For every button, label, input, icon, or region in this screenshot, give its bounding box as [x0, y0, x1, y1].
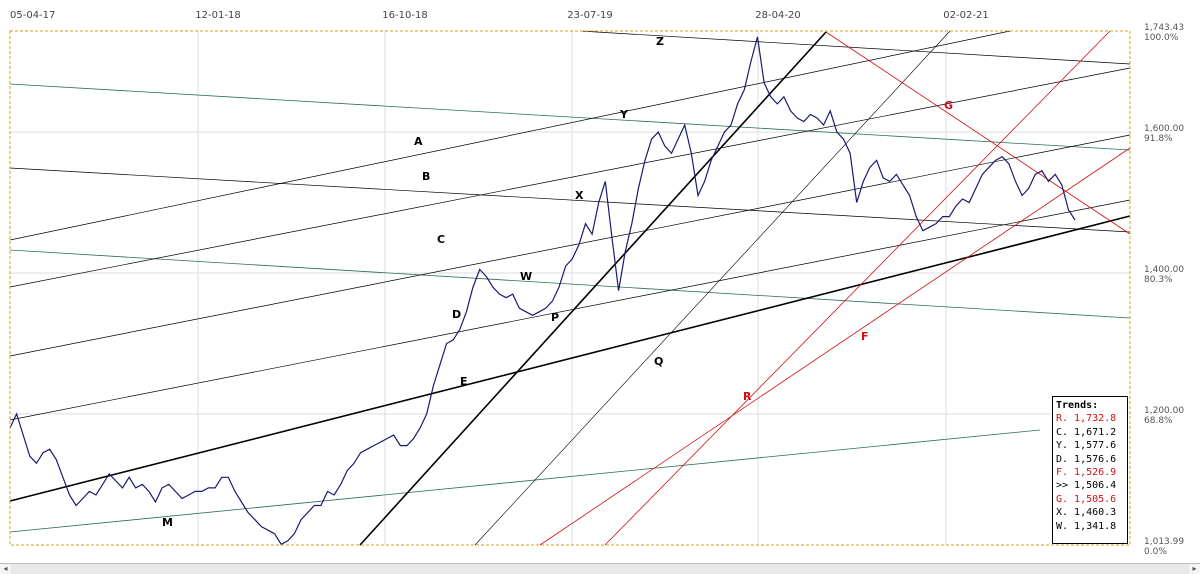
trend-row: C. 1,671.2: [1056, 426, 1117, 438]
trend-line-e: [9, 215, 1131, 502]
trend-line-r: [604, 30, 1111, 546]
trend-row: F. 1,526.9: [1056, 467, 1117, 479]
y-tick-label-price: 1,743.43: [1144, 23, 1184, 33]
trend-line-teal-middle: [9, 249, 1131, 319]
trend-label-q: Q: [654, 355, 663, 368]
trend-line-teal-upper: [9, 83, 1131, 151]
trend-label-e: E: [460, 375, 468, 388]
x-tick-label: 23-07-19: [567, 10, 612, 21]
x-tick-label: 12-01-18: [195, 10, 240, 21]
x-tick-label: 05-04-17: [10, 10, 55, 21]
trend-line-d: [9, 199, 1131, 421]
trend-row: G. 1,505.6: [1056, 493, 1117, 505]
trend-row: R. 1,732.8: [1056, 413, 1117, 425]
trend-line-q: [474, 30, 951, 546]
y-tick-label-percent: 0.0%: [1144, 547, 1167, 557]
trend-row: D. 1,576.6: [1056, 453, 1117, 465]
x-tick-label: 28-04-20: [755, 10, 800, 21]
trend-label-p: P: [551, 311, 559, 324]
trend-row: >> 1,506.4: [1056, 480, 1117, 492]
trend-label-b: B: [422, 170, 430, 183]
trend-line-z: [579, 30, 1131, 65]
scroll-right-arrow-icon[interactable]: ▸: [1189, 564, 1200, 574]
trend-label-m: M: [162, 516, 173, 529]
trend-label-a: A: [414, 135, 423, 148]
trend-label-g: G: [944, 99, 953, 112]
plot-frame: [9, 30, 1131, 546]
x-tick-label: 02-02-21: [943, 10, 988, 21]
trend-line-y: [9, 67, 1131, 288]
trend-line-p: [359, 31, 827, 546]
trends-legend-box: Trends: R. 1,732.8 C. 1,671.2 Y. 1,577.6 D.…: [1052, 396, 1128, 544]
price-series-line: [9, 36, 1076, 546]
trend-label-c: C: [437, 233, 445, 246]
trend-label-y: Y: [619, 108, 629, 121]
trend-row: X. 1,460.3: [1056, 507, 1117, 519]
horizontal-scrollbar[interactable]: ◂ ▸: [0, 563, 1200, 574]
trend-label-r: R: [743, 390, 752, 403]
x-tick-label: 16-10-18: [382, 10, 427, 21]
trend-row: Y. 1,577.6: [1056, 440, 1117, 452]
trend-line-f: [539, 147, 1131, 546]
y-tick-label-percent: 91.8%: [1144, 134, 1173, 144]
trend-label-w: W: [520, 270, 532, 283]
y-tick-label-price: 1,013.99: [1144, 537, 1184, 547]
y-tick-label-price: 1,600.00: [1144, 124, 1184, 134]
trend-label-x: X: [575, 189, 584, 202]
trend-row: W. 1,341.8: [1056, 520, 1117, 532]
trend-line-teal-lower: [9, 429, 1041, 533]
trend-label-z: Z: [656, 35, 664, 48]
y-tick-label-percent: 80.3%: [1144, 275, 1173, 285]
trends-title: Trends:: [1056, 400, 1099, 411]
trend-label-f: F: [861, 330, 869, 343]
scroll-left-arrow-icon[interactable]: ◂: [0, 564, 11, 574]
y-tick-label-price: 1,400.00: [1144, 265, 1184, 275]
trend-line-g: [825, 31, 1131, 235]
y-tick-label-price: 1,200.00: [1144, 406, 1184, 416]
y-tick-label-percent: 68.8%: [1144, 416, 1173, 426]
trend-label-d: D: [452, 308, 461, 321]
y-tick-label-percent: 100.0%: [1144, 33, 1179, 43]
trend-line-x: [9, 167, 1131, 233]
trend-line-a: [9, 30, 1011, 241]
trend-line-c: [9, 134, 1131, 357]
